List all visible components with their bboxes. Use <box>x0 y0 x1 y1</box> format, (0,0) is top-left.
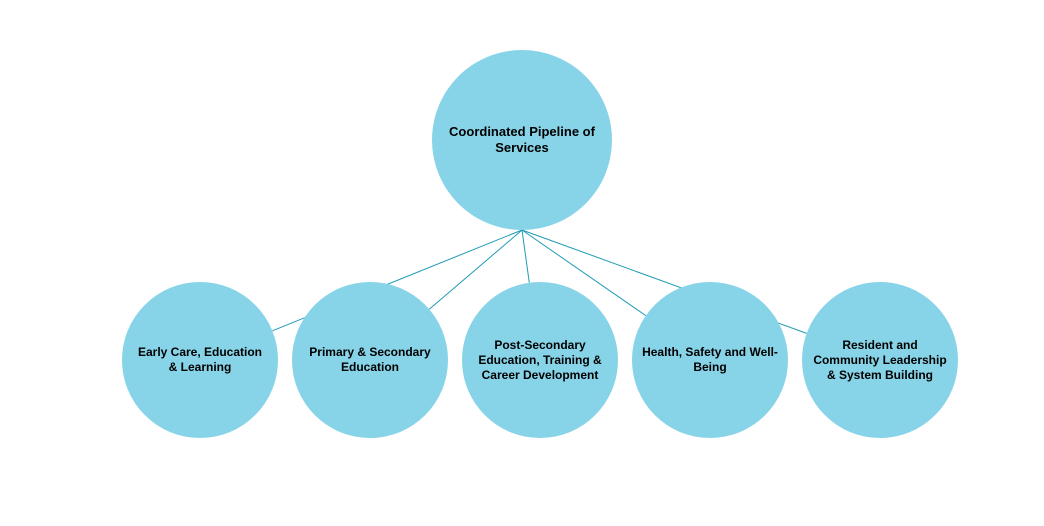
edge <box>522 230 529 283</box>
node-label: Primary & Secondary Education <box>302 345 438 375</box>
child-node: Resident and Community Leadership & Syst… <box>802 282 958 438</box>
child-node: Health, Safety and Well-Being <box>632 282 788 438</box>
node-label: Resident and Community Leadership & Syst… <box>812 338 948 383</box>
root-node: Coordinated Pipeline of Services <box>432 50 612 230</box>
node-label: Post-Secondary Education, Training & Car… <box>472 338 608 383</box>
node-label: Health, Safety and Well-Being <box>642 345 778 375</box>
child-node: Post-Secondary Education, Training & Car… <box>462 282 618 438</box>
child-node: Primary & Secondary Education <box>292 282 448 438</box>
node-label: Early Care, Education & Learning <box>132 345 268 375</box>
node-label: Coordinated Pipeline of Services <box>442 124 602 157</box>
child-node: Early Care, Education & Learning <box>122 282 278 438</box>
diagram-canvas: Coordinated Pipeline of Services Early Ca… <box>0 0 1044 526</box>
